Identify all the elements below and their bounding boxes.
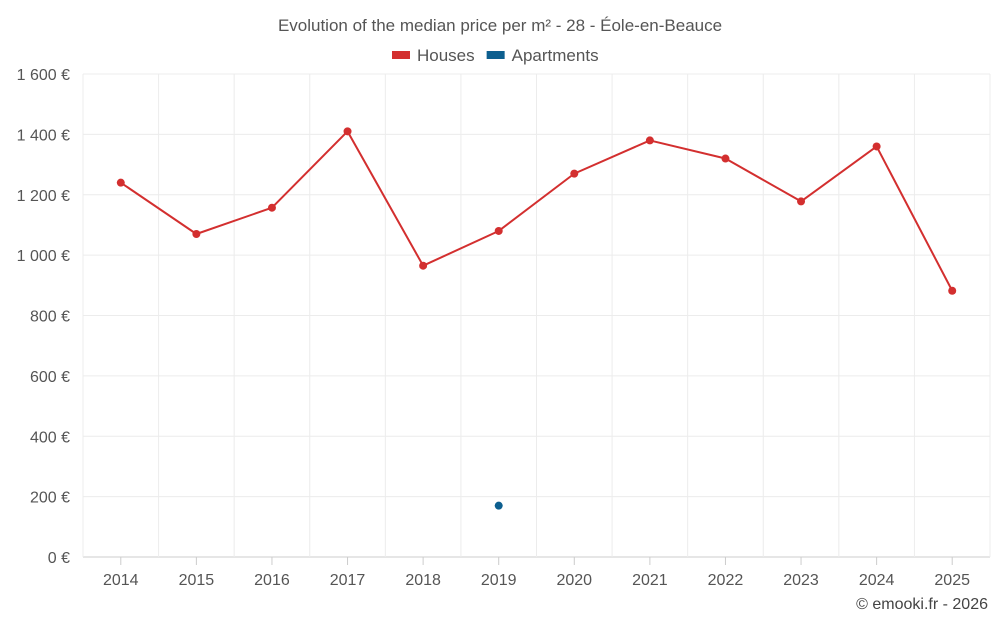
x-tick-label: 2020 xyxy=(556,572,592,589)
x-tick-label: 2018 xyxy=(405,572,441,589)
legend-item-apartments[interactable]: Apartments xyxy=(486,46,599,65)
chart-title: Evolution of the median price per m² - 2… xyxy=(278,16,722,35)
houses-series-line xyxy=(120,130,954,292)
y-tick-label: 600 € xyxy=(30,369,70,386)
series-layer xyxy=(116,127,957,510)
houses-point[interactable] xyxy=(116,178,125,187)
apartments-point[interactable] xyxy=(494,501,503,510)
x-tick-label: 2021 xyxy=(632,572,668,589)
credit-text: © emooki.fr - 2026 xyxy=(856,596,988,613)
y-tick-label: 400 € xyxy=(30,429,70,446)
houses-point[interactable] xyxy=(872,142,881,151)
x-tick-label: 2022 xyxy=(708,572,744,589)
houses-point[interactable] xyxy=(645,136,654,145)
houses-point[interactable] xyxy=(494,226,503,235)
legend[interactable]: Houses Apartments xyxy=(392,46,599,65)
houses-point[interactable] xyxy=(419,261,428,270)
x-tick-label: 2023 xyxy=(783,572,819,589)
x-axis: 2014 2015 2016 2017 2018 2019 2020 2021 2022 2023… xyxy=(103,557,970,589)
x-tick-label: 2015 xyxy=(179,572,215,589)
y-tick-label: 1 000 € xyxy=(17,248,70,265)
x-tick-label: 2025 xyxy=(934,572,970,589)
x-tick-label: 2024 xyxy=(859,572,895,589)
x-tick-label: 2014 xyxy=(103,572,139,589)
y-tick-label: 800 € xyxy=(30,309,70,326)
legend-label: Houses xyxy=(417,46,475,65)
y-tick-label: 1 600 € xyxy=(17,67,70,84)
x-tick-label: 2016 xyxy=(254,572,290,589)
legend-swatch xyxy=(392,51,410,59)
houses-point[interactable] xyxy=(267,203,276,212)
houses-point[interactable] xyxy=(721,154,730,163)
houses-point[interactable] xyxy=(343,127,352,136)
houses-point[interactable] xyxy=(192,229,201,238)
legend-item-houses[interactable]: Houses xyxy=(392,46,475,65)
houses-point[interactable] xyxy=(948,286,957,295)
y-tick-label: 1 400 € xyxy=(17,127,70,144)
houses-point[interactable] xyxy=(797,197,806,206)
y-axis: 0 € 200 € 400 € 600 € 800 € 1 000 € 1 200 € 1 4… xyxy=(17,67,70,567)
legend-label: Apartments xyxy=(512,46,599,65)
houses-point[interactable] xyxy=(570,169,579,178)
y-tick-label: 1 200 € xyxy=(17,188,70,205)
gridlines xyxy=(82,73,991,558)
y-tick-label: 0 € xyxy=(48,550,70,567)
legend-swatch xyxy=(486,51,505,59)
x-tick-label: 2017 xyxy=(330,572,366,589)
x-tick-label: 2019 xyxy=(481,572,517,589)
y-tick-label: 200 € xyxy=(30,490,70,507)
